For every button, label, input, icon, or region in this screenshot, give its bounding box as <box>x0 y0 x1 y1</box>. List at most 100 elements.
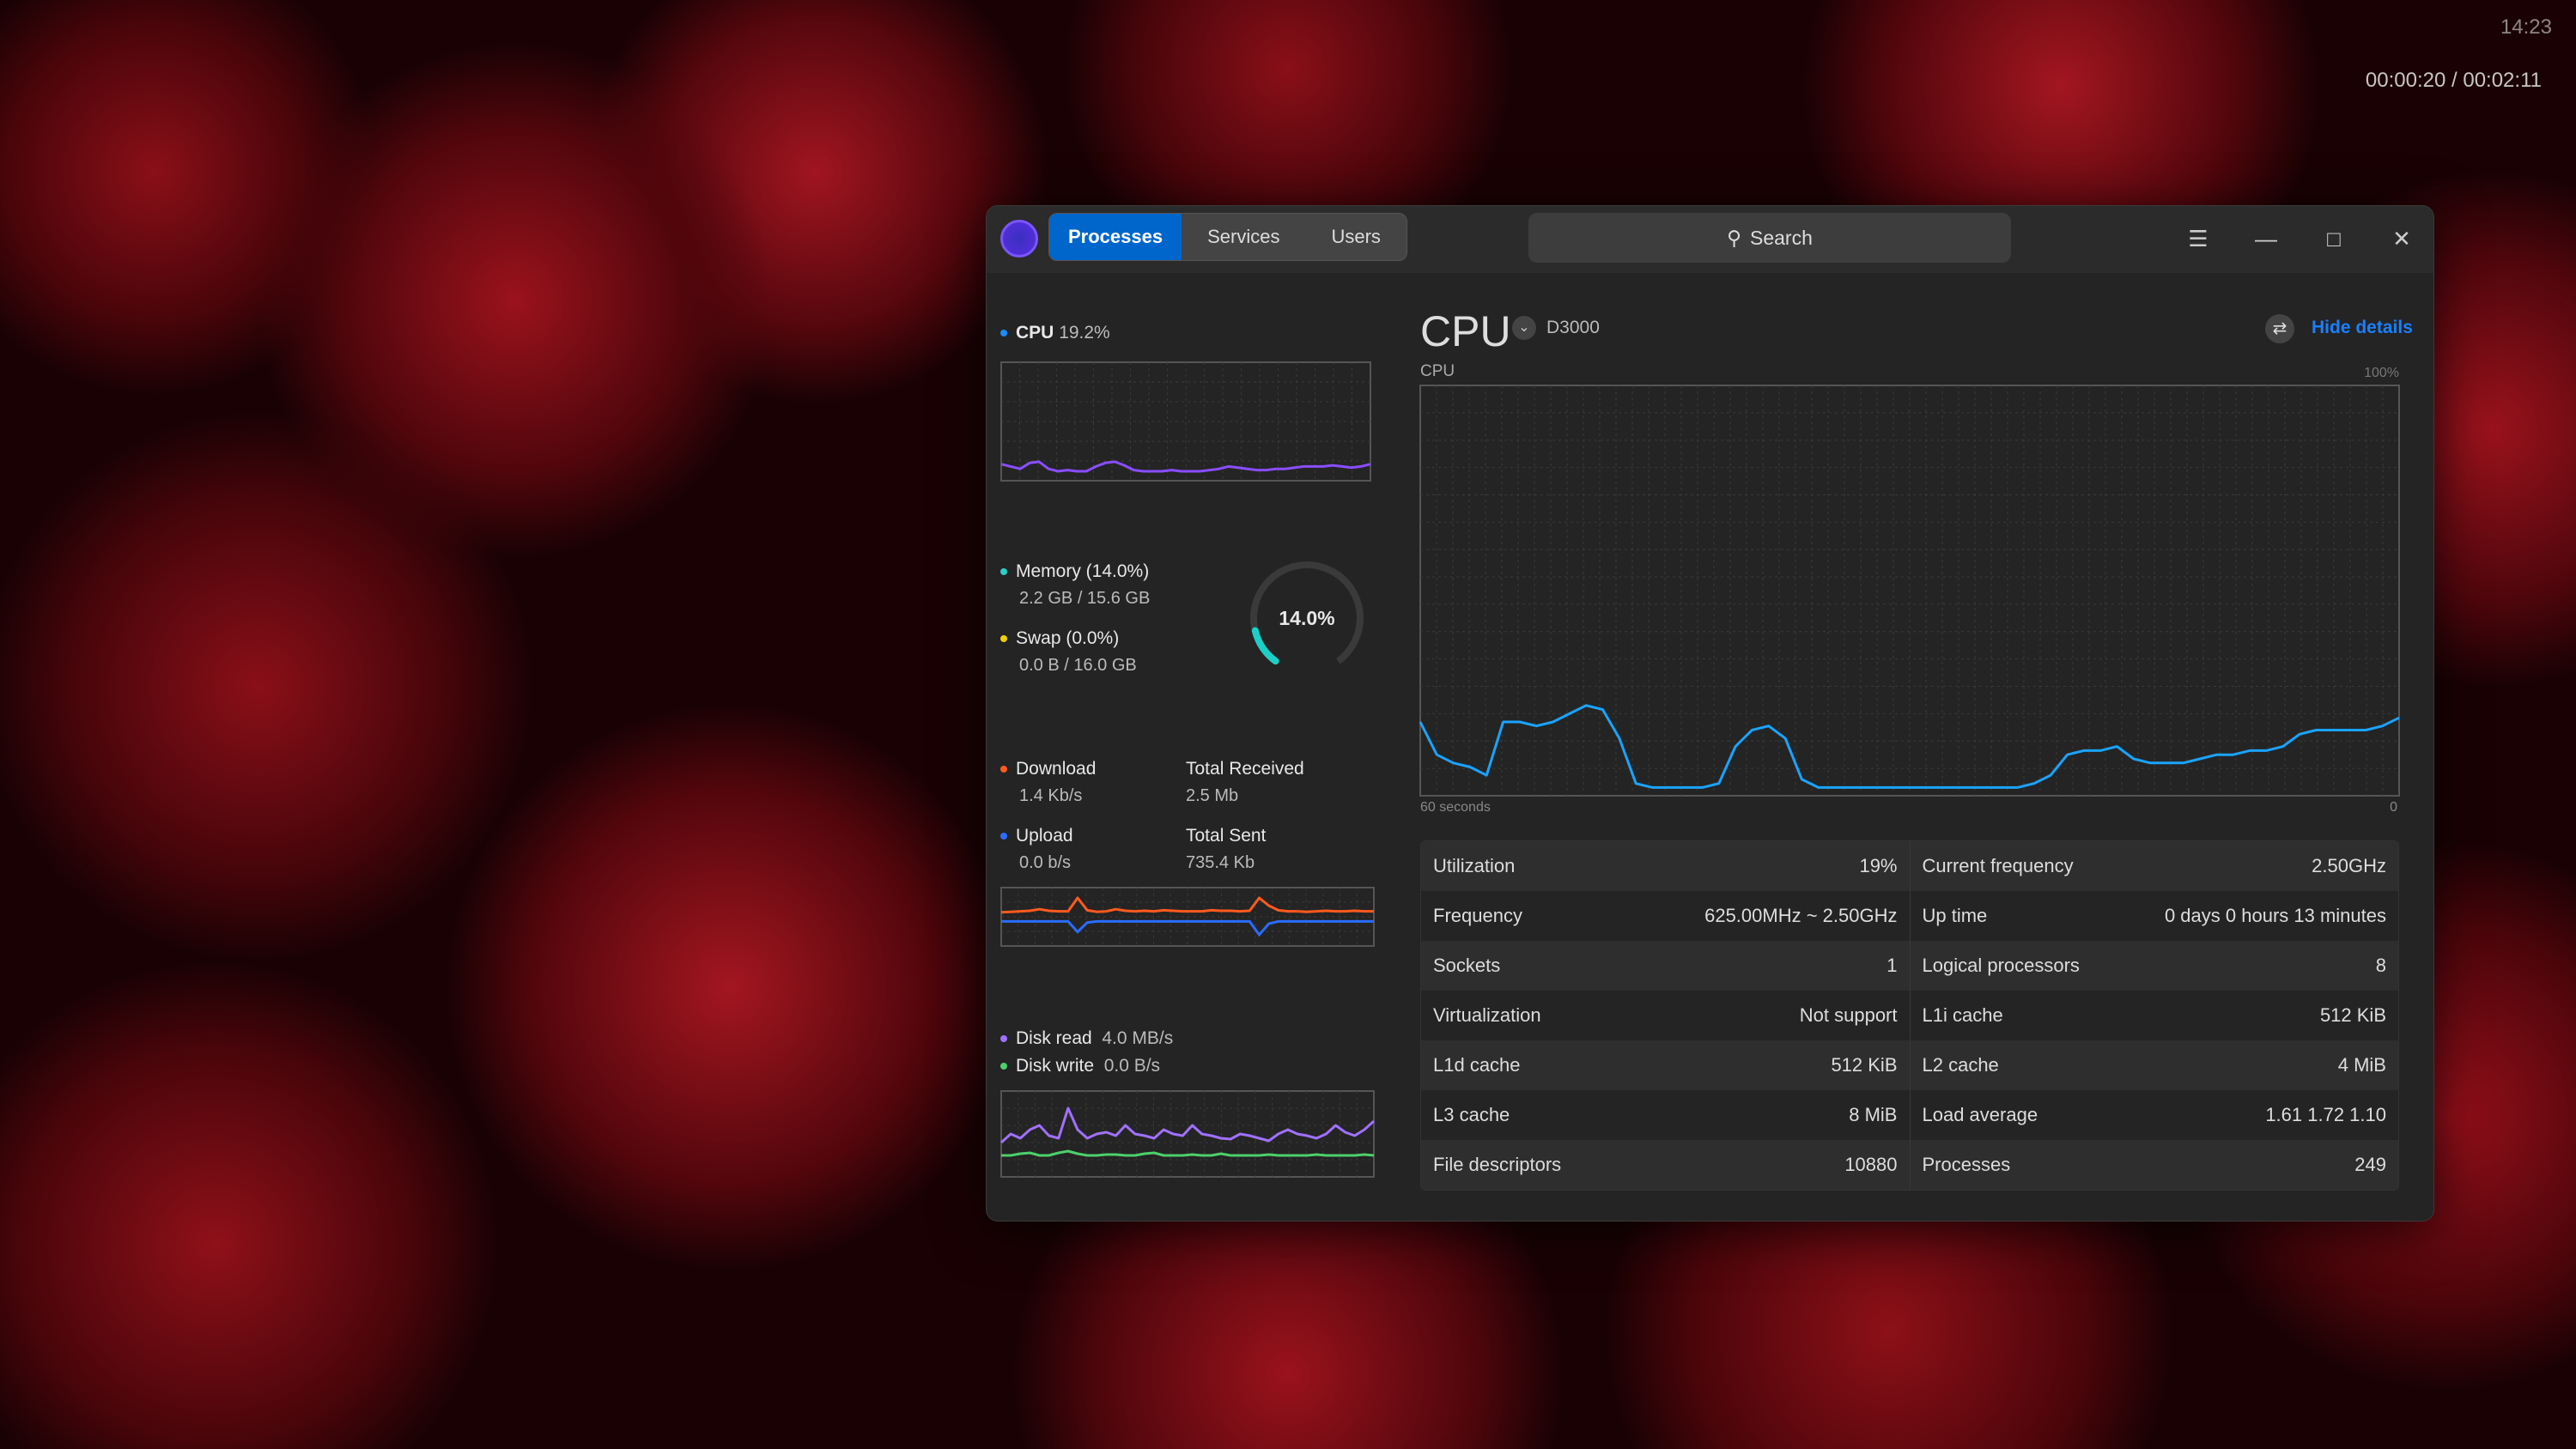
stat-value: 0 days 0 hours 13 minutes <box>2164 905 2386 926</box>
menu-icon[interactable]: ☰ <box>2188 226 2208 252</box>
download-line <box>1000 896 1374 914</box>
stat-key: File descriptors <box>1433 1154 1562 1175</box>
network-mini-chart <box>1000 887 1375 947</box>
memory-ring <box>1250 561 1364 675</box>
stat-key: L3 cache <box>1433 1104 1510 1125</box>
stat-key: Processes <box>1922 1154 2011 1175</box>
stat-cell: L3 cache 8 MiB <box>1421 1090 1911 1140</box>
disk-read-line <box>999 1106 1376 1144</box>
tab-processes[interactable]: Processes <box>1049 214 1182 260</box>
cpu-summary[interactable]: CPU 19.2% <box>1000 323 1110 343</box>
chart-max-label: 100% <box>2364 366 2399 380</box>
system-monitor-window: Processes Services Users ⚲ Search ☰ — □ … <box>986 205 2434 1222</box>
maximize-button[interactable]: □ <box>2327 226 2341 252</box>
stat-key: Frequency <box>1433 905 1522 926</box>
tab-users[interactable]: Users <box>1331 226 1381 247</box>
memory-label: Memory (14.0%) <box>1000 561 1149 582</box>
cpu-value: 19.2% <box>1059 323 1110 343</box>
cpu-mini-chart <box>1000 361 1371 482</box>
device-name: D3000 <box>1546 318 1600 337</box>
disk-write-label: Disk write 0.0 B/s <box>1000 1056 1160 1076</box>
stat-key: Current frequency <box>1922 855 2074 876</box>
cpu-main-chart <box>1419 385 2400 797</box>
upload-label: Upload <box>1000 826 1073 846</box>
stat-key: Logical processors <box>1922 955 2080 976</box>
stat-value: 19% <box>1859 855 1898 876</box>
search-placeholder: Search <box>1749 226 1813 249</box>
stat-key: L2 cache <box>1922 1054 1999 1076</box>
search-icon: ⚲ <box>1727 226 1741 249</box>
stat-value: 8 <box>2375 955 2386 976</box>
download-value: 1.4 Kb/s <box>1019 786 1083 805</box>
stat-cell: Utilization 19% <box>1421 841 1911 891</box>
memory-ring-label: 14.0% <box>1279 607 1335 629</box>
disk-read-label: Disk read 4.0 MB/s <box>1000 1028 1173 1049</box>
memory-ring-fill <box>1250 561 1364 675</box>
close-button[interactable]: ✕ <box>2392 226 2411 252</box>
cpu-usage-line <box>1419 704 2400 789</box>
stat-key: Sockets <box>1433 955 1501 976</box>
table-row: Utilization 19% Current frequency 2.50GHz <box>1421 841 2398 891</box>
table-row: File descriptors 10880 Processes 249 <box>1421 1140 2398 1190</box>
table-row: Sockets 1 Logical processors 8 <box>1421 941 2398 991</box>
stat-cell: L1i cache 512 KiB <box>1911 991 2399 1040</box>
stat-key: Virtualization <box>1433 1004 1541 1026</box>
memory-detail: 2.2 GB / 15.6 GB <box>1019 589 1151 608</box>
cpu-label: CPU <box>1016 323 1054 343</box>
stat-cell: Load average 1.61 1.72 1.10 <box>1911 1090 2399 1140</box>
hide-details-link[interactable]: Hide details <box>2312 318 2413 337</box>
title-bar: Processes Services Users ⚲ Search ☰ — □ … <box>987 206 2433 273</box>
stat-value: 2.50GHz <box>2312 855 2386 876</box>
tab-bar: Processes Services Users <box>1048 213 1407 261</box>
switch-view-icon[interactable]: ⇄ <box>2265 314 2294 343</box>
stat-value: Not support <box>1799 1004 1898 1026</box>
stat-cell: Processes 249 <box>1911 1140 2399 1190</box>
app-logo-icon <box>1000 220 1038 258</box>
stat-value: 4 MiB <box>2337 1054 2386 1076</box>
disk-write-line <box>1001 1149 1375 1157</box>
stat-value: 249 <box>2354 1154 2386 1175</box>
stat-value: 512 KiB <box>1831 1054 1898 1076</box>
stat-key: Load average <box>1922 1104 2038 1125</box>
stat-cell: Current frequency 2.50GHz <box>1911 841 2399 891</box>
table-row: Virtualization Not support L1i cache 512 Ki… <box>1421 991 2398 1040</box>
total-sent-label: Total Sent <box>1186 826 1267 846</box>
table-row: L3 cache 8 MiB Load average 1.61 1.72 1.10 <box>1421 1090 2398 1140</box>
disk-mini-chart <box>999 1090 1376 1178</box>
stat-key: L1i cache <box>1922 1004 2003 1026</box>
device-dropdown-button[interactable]: ⌄ <box>1512 316 1536 340</box>
swap-label: Swap (0.0%) <box>1000 628 1119 649</box>
minimize-button[interactable]: — <box>2255 226 2277 252</box>
stat-key: Up time <box>1922 905 1988 926</box>
upload-value: 0.0 b/s <box>1019 853 1072 872</box>
stat-value: 1 <box>1886 955 1898 976</box>
stat-value: 1.61 1.72 1.10 <box>2265 1104 2386 1125</box>
stat-cell: L2 cache 4 MiB <box>1911 1040 2399 1090</box>
search-input[interactable]: ⚲ Search <box>1528 213 2011 263</box>
download-label: Download <box>1000 759 1096 779</box>
upload-line <box>1001 919 1374 937</box>
swap-detail: 0.0 B / 16.0 GB <box>1019 656 1137 675</box>
stat-key: L1d cache <box>1433 1054 1521 1076</box>
chart-label: CPU <box>1420 362 1455 380</box>
stat-value: 512 KiB <box>2319 1004 2386 1026</box>
x-axis-right-label: 0 <box>2390 800 2397 815</box>
cpu-details-table: Utilization 19% Current frequency 2.50GHz Fr… <box>1420 840 2399 1191</box>
stat-cell: Frequency 625.00MHz ~ 2.50GHz <box>1421 891 1911 941</box>
table-row: L1d cache 512 KiB L2 cache 4 MiB <box>1421 1040 2398 1090</box>
playback-time: 00:00:20 / 00:02:11 <box>2365 69 2542 92</box>
total-received-label: Total Received <box>1186 759 1304 779</box>
stat-value: 625.00MHz ~ 2.50GHz <box>1704 905 1898 926</box>
stat-key: Utilization <box>1433 855 1516 876</box>
clock: 14:23 <box>2500 15 2552 39</box>
cpu-title: CPU <box>1420 307 1511 355</box>
stat-cell: L1d cache 512 KiB <box>1421 1040 1911 1090</box>
cpu-mini-line <box>1000 460 1371 473</box>
stat-cell: Up time 0 days 0 hours 13 minutes <box>1911 891 2399 941</box>
stat-value: 8 MiB <box>1849 1104 1898 1125</box>
total-sent-value: 735.4 Kb <box>1186 853 1255 872</box>
stat-cell: Virtualization Not support <box>1421 991 1911 1040</box>
stat-cell: Sockets 1 <box>1421 941 1911 991</box>
tab-services[interactable]: Services <box>1207 226 1280 247</box>
stat-cell: File descriptors 10880 <box>1421 1140 1911 1190</box>
